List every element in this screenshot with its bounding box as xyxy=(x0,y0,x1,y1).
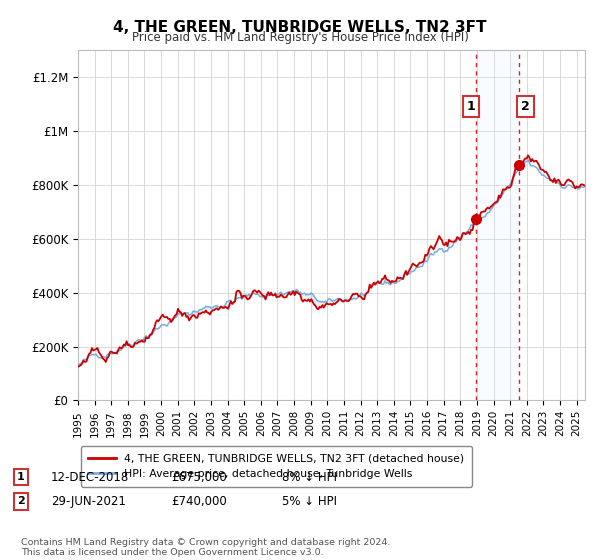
Text: £675,000: £675,000 xyxy=(171,470,227,484)
Text: 2: 2 xyxy=(17,496,25,506)
Text: Price paid vs. HM Land Registry's House Price Index (HPI): Price paid vs. HM Land Registry's House … xyxy=(131,31,469,44)
Text: 12-DEC-2018: 12-DEC-2018 xyxy=(51,470,129,484)
Text: 29-JUN-2021: 29-JUN-2021 xyxy=(51,494,126,508)
Text: Contains HM Land Registry data © Crown copyright and database right 2024.
This d: Contains HM Land Registry data © Crown c… xyxy=(21,538,391,557)
Text: 5% ↓ HPI: 5% ↓ HPI xyxy=(282,494,337,508)
Text: 1: 1 xyxy=(17,472,25,482)
Bar xyxy=(476,50,518,400)
Text: 2: 2 xyxy=(521,100,530,113)
Text: 8% ↓ HPI: 8% ↓ HPI xyxy=(282,470,337,484)
Text: £740,000: £740,000 xyxy=(171,494,227,508)
Legend: 4, THE GREEN, TUNBRIDGE WELLS, TN2 3FT (detached house), HPI: Average price, det: 4, THE GREEN, TUNBRIDGE WELLS, TN2 3FT (… xyxy=(81,446,472,487)
Text: 4, THE GREEN, TUNBRIDGE WELLS, TN2 3FT: 4, THE GREEN, TUNBRIDGE WELLS, TN2 3FT xyxy=(113,20,487,35)
Text: 1: 1 xyxy=(467,100,475,113)
